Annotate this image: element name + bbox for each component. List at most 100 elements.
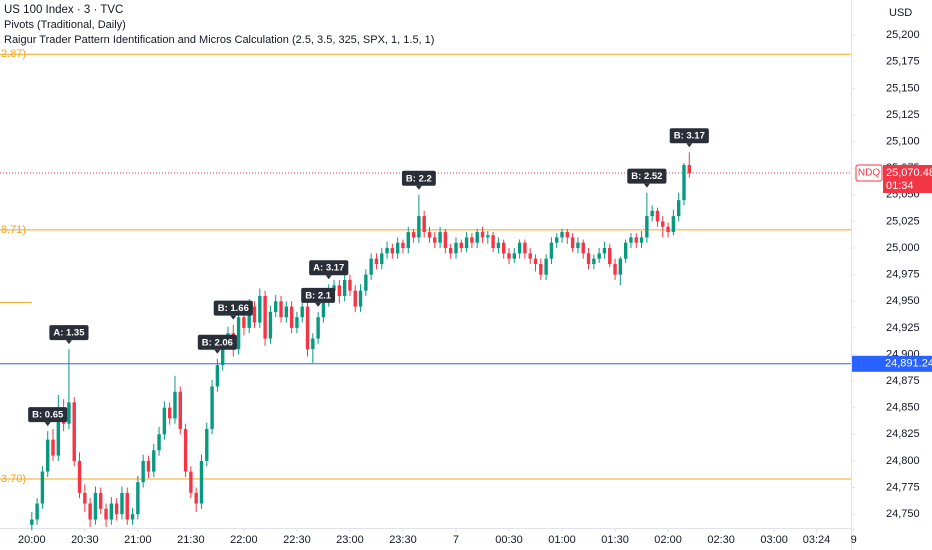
x-tick-label: 20:00 [18, 534, 46, 546]
candle-body [560, 232, 564, 238]
candle-body [401, 242, 405, 249]
candle-body [374, 258, 379, 264]
pattern-annotation [28, 407, 68, 427]
candle-body [88, 503, 92, 520]
candle-body [597, 253, 601, 259]
candle-body [576, 242, 580, 249]
x-tick-label: 21:00 [124, 534, 152, 546]
candle-body [523, 242, 527, 254]
candle-body [72, 402, 76, 461]
candle-body [433, 237, 437, 243]
candle-body [104, 508, 108, 520]
candle-body [189, 471, 193, 493]
candle-body [438, 232, 442, 243]
candle-body [671, 216, 676, 233]
candle-body [284, 306, 289, 318]
candle-body [539, 264, 543, 275]
candle-body [35, 503, 39, 520]
candle-body [305, 306, 310, 350]
candle-body [650, 210, 654, 217]
candle-body [422, 216, 426, 233]
x-tick-label: 22:00 [230, 534, 258, 546]
candle-body [252, 306, 257, 323]
candle-body [682, 165, 686, 201]
symbol-tag-label: NDQ [858, 168, 880, 179]
y-tick-label: 24,800 [886, 455, 920, 467]
candle-body [136, 482, 140, 515]
pattern-label: B: 2.52 [631, 171, 662, 182]
pattern-pointer [415, 185, 422, 190]
pattern-pointer [65, 340, 72, 345]
candle-body [608, 248, 612, 264]
x-tick-label: 9 [851, 534, 857, 546]
pattern-box [213, 300, 253, 316]
candle-body [507, 253, 511, 259]
currency[interactable]: USD [889, 7, 912, 19]
candle-body [581, 242, 585, 254]
y-tick-label: 25,025 [886, 215, 920, 227]
x-tick-label: 23:30 [389, 534, 417, 546]
pattern-label: B: 2.1 [305, 290, 332, 301]
candle-body [141, 460, 145, 483]
y-tick-label: 25,150 [886, 82, 920, 94]
candle-body [470, 237, 474, 243]
y-tick-label: 24,875 [886, 375, 920, 387]
indicator-raigur[interactable]: Raigur Trader Pattern Identification and… [4, 34, 434, 46]
candle-body [565, 232, 570, 238]
candle-body [486, 235, 490, 238]
candle-body [93, 492, 98, 520]
candle-body [475, 232, 479, 243]
candle-body [385, 248, 389, 254]
candle-body [544, 258, 548, 275]
candle-body [46, 439, 50, 472]
candle-body [491, 235, 495, 249]
pivot-label: 8.71) [1, 224, 26, 236]
candle-body [67, 402, 71, 424]
pattern-annotation [627, 168, 667, 188]
candle-body [533, 258, 538, 264]
candle-body [496, 242, 501, 249]
candle-body [618, 258, 623, 275]
candle-body [210, 386, 214, 429]
candle-body [215, 365, 220, 387]
symbol-tag [855, 164, 883, 182]
candle-body [512, 253, 517, 259]
candle-body [295, 317, 299, 328]
pattern-pointer [686, 143, 693, 148]
candle-body [321, 301, 326, 318]
pattern-pointer [325, 275, 332, 280]
candle-body [300, 306, 304, 318]
candle-body [194, 492, 198, 504]
y-tick-label: 24,775 [886, 481, 920, 493]
candle-body [236, 317, 241, 350]
x-tick-label: 22:30 [283, 534, 311, 546]
pattern-label: B: 2.06 [202, 337, 233, 348]
candle-body [427, 232, 432, 238]
pattern-annotation [401, 170, 436, 190]
candle-body [247, 306, 251, 328]
candle-body [629, 237, 633, 243]
candle-body [687, 165, 691, 174]
candle-body [353, 290, 357, 307]
symbol-title[interactable]: US 100 Index · 3 · TVC [4, 4, 123, 16]
pattern-label: A: 1.35 [53, 328, 85, 339]
pattern-annotation [301, 287, 336, 307]
candle-body [623, 242, 628, 259]
candle-body [120, 492, 124, 515]
candle-body [666, 226, 670, 233]
last-price-label: 25,070.48 [886, 167, 932, 179]
candle-body [639, 237, 644, 243]
countdown-label: 01:34 [886, 180, 914, 192]
pattern-pointer [230, 315, 237, 320]
candle-body [634, 237, 638, 243]
candle-body [146, 460, 151, 472]
candle-body [311, 338, 315, 350]
candle-body [263, 295, 267, 339]
price-tag-label: 24,891.24 [885, 358, 932, 370]
pattern-box [28, 407, 68, 423]
candle-body [337, 285, 342, 296]
candle-body [183, 429, 188, 472]
candle-body [676, 200, 681, 217]
candle-body [517, 242, 522, 254]
indicator-pivots[interactable]: Pivots (Traditional, Daily) [4, 19, 126, 31]
